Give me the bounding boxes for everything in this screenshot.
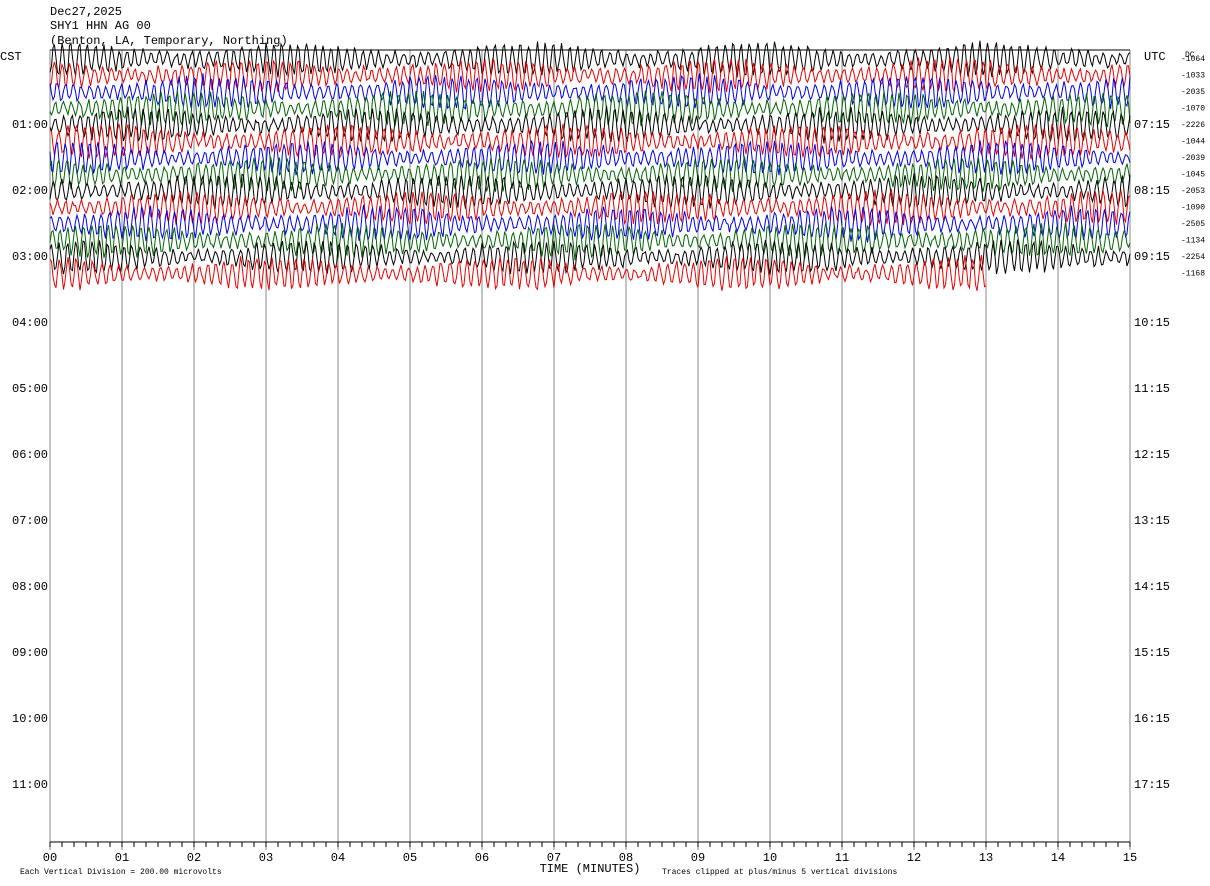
x-tick-label: 08 [619, 851, 633, 865]
hour-label: 02:00 [12, 184, 48, 198]
utc-label: 17:15 [1134, 778, 1170, 792]
dc-label: -1045 [1181, 171, 1205, 180]
x-tick-label: 02 [187, 851, 201, 865]
x-title: TIME (MINUTES) [540, 862, 641, 876]
dc-label: -1168 [1181, 270, 1205, 279]
x-tick-label: 04 [331, 851, 345, 865]
dc-label: -1134 [1181, 237, 1205, 246]
dc-label: -2505 [1181, 220, 1205, 229]
trace [49, 255, 987, 291]
x-tick-label: 00 [43, 851, 57, 865]
trace [49, 239, 1131, 275]
x-tick-label: 06 [475, 851, 489, 865]
scale-note: Each Vertical Division = 200.00 microvol… [20, 868, 222, 877]
x-tick-label: 15 [1123, 851, 1137, 865]
trace [49, 156, 1131, 193]
dc-label: -1070 [1181, 105, 1205, 114]
x-tick-label: 07 [547, 851, 561, 865]
dc-label: -1090 [1181, 204, 1205, 213]
location: (Benton, LA, Temporary, Northing) [50, 34, 288, 48]
dc-label: -2254 [1181, 253, 1205, 262]
left-title: CST [0, 50, 22, 64]
hour-label: 09:00 [12, 646, 48, 660]
dc-label: -2035 [1181, 88, 1205, 97]
clip-note: Traces clipped at plus/minus 5 vertical … [662, 868, 897, 877]
x-tick-label: 05 [403, 851, 417, 865]
utc-label: 10:15 [1134, 316, 1170, 330]
traces [49, 40, 1131, 291]
dc-label: -1064 [1181, 55, 1205, 64]
utc-label: 11:15 [1134, 382, 1170, 396]
dc-title: DC [1185, 51, 1195, 60]
hour-label: 08:00 [12, 580, 48, 594]
utc-label: 16:15 [1134, 712, 1170, 726]
hour-label: 07:00 [12, 514, 48, 528]
dc-label: -2039 [1181, 154, 1205, 163]
x-tick-label: 09 [691, 851, 705, 865]
trace [49, 73, 1131, 110]
trace [49, 56, 1131, 94]
date: Dec27,2025 [50, 5, 122, 19]
trace [49, 40, 1131, 78]
x-tick-label: 14 [1051, 851, 1065, 865]
hour-label: 05:00 [12, 382, 48, 396]
hour-label: 01:00 [12, 118, 48, 132]
x-tick-label: 10 [763, 851, 777, 865]
x-tick-label: 13 [979, 851, 993, 865]
dc-label: -1044 [1181, 138, 1205, 147]
station: SHY1 HHN AG 00 [50, 19, 151, 33]
trace [49, 140, 1131, 176]
trace [49, 123, 1131, 160]
trace [49, 188, 1131, 226]
utc-label: 07:15 [1134, 118, 1170, 132]
dc-label: -1033 [1181, 72, 1205, 81]
dc-label: -2053 [1181, 187, 1205, 196]
x-tick-label: 12 [907, 851, 921, 865]
trace [49, 222, 1131, 261]
x-tick-label: 01 [115, 851, 129, 865]
utc-label: 09:15 [1134, 250, 1170, 264]
utc-label: 15:15 [1134, 646, 1170, 660]
hour-label: 06:00 [12, 448, 48, 462]
utc-label: 14:15 [1134, 580, 1170, 594]
hour-label: 04:00 [12, 316, 48, 330]
utc-label: 12:15 [1134, 448, 1170, 462]
trace [49, 204, 1131, 243]
utc-label: 08:15 [1134, 184, 1170, 198]
right-title: UTC [1144, 50, 1166, 64]
trace [49, 105, 1131, 144]
utc-label: 13:15 [1134, 514, 1170, 528]
dc-label: -2226 [1181, 121, 1205, 130]
hour-label: 03:00 [12, 250, 48, 264]
x-tick-label: 11 [835, 851, 849, 865]
hour-label: 10:00 [12, 712, 48, 726]
hour-label: 11:00 [12, 778, 48, 792]
x-tick-label: 03 [259, 851, 273, 865]
